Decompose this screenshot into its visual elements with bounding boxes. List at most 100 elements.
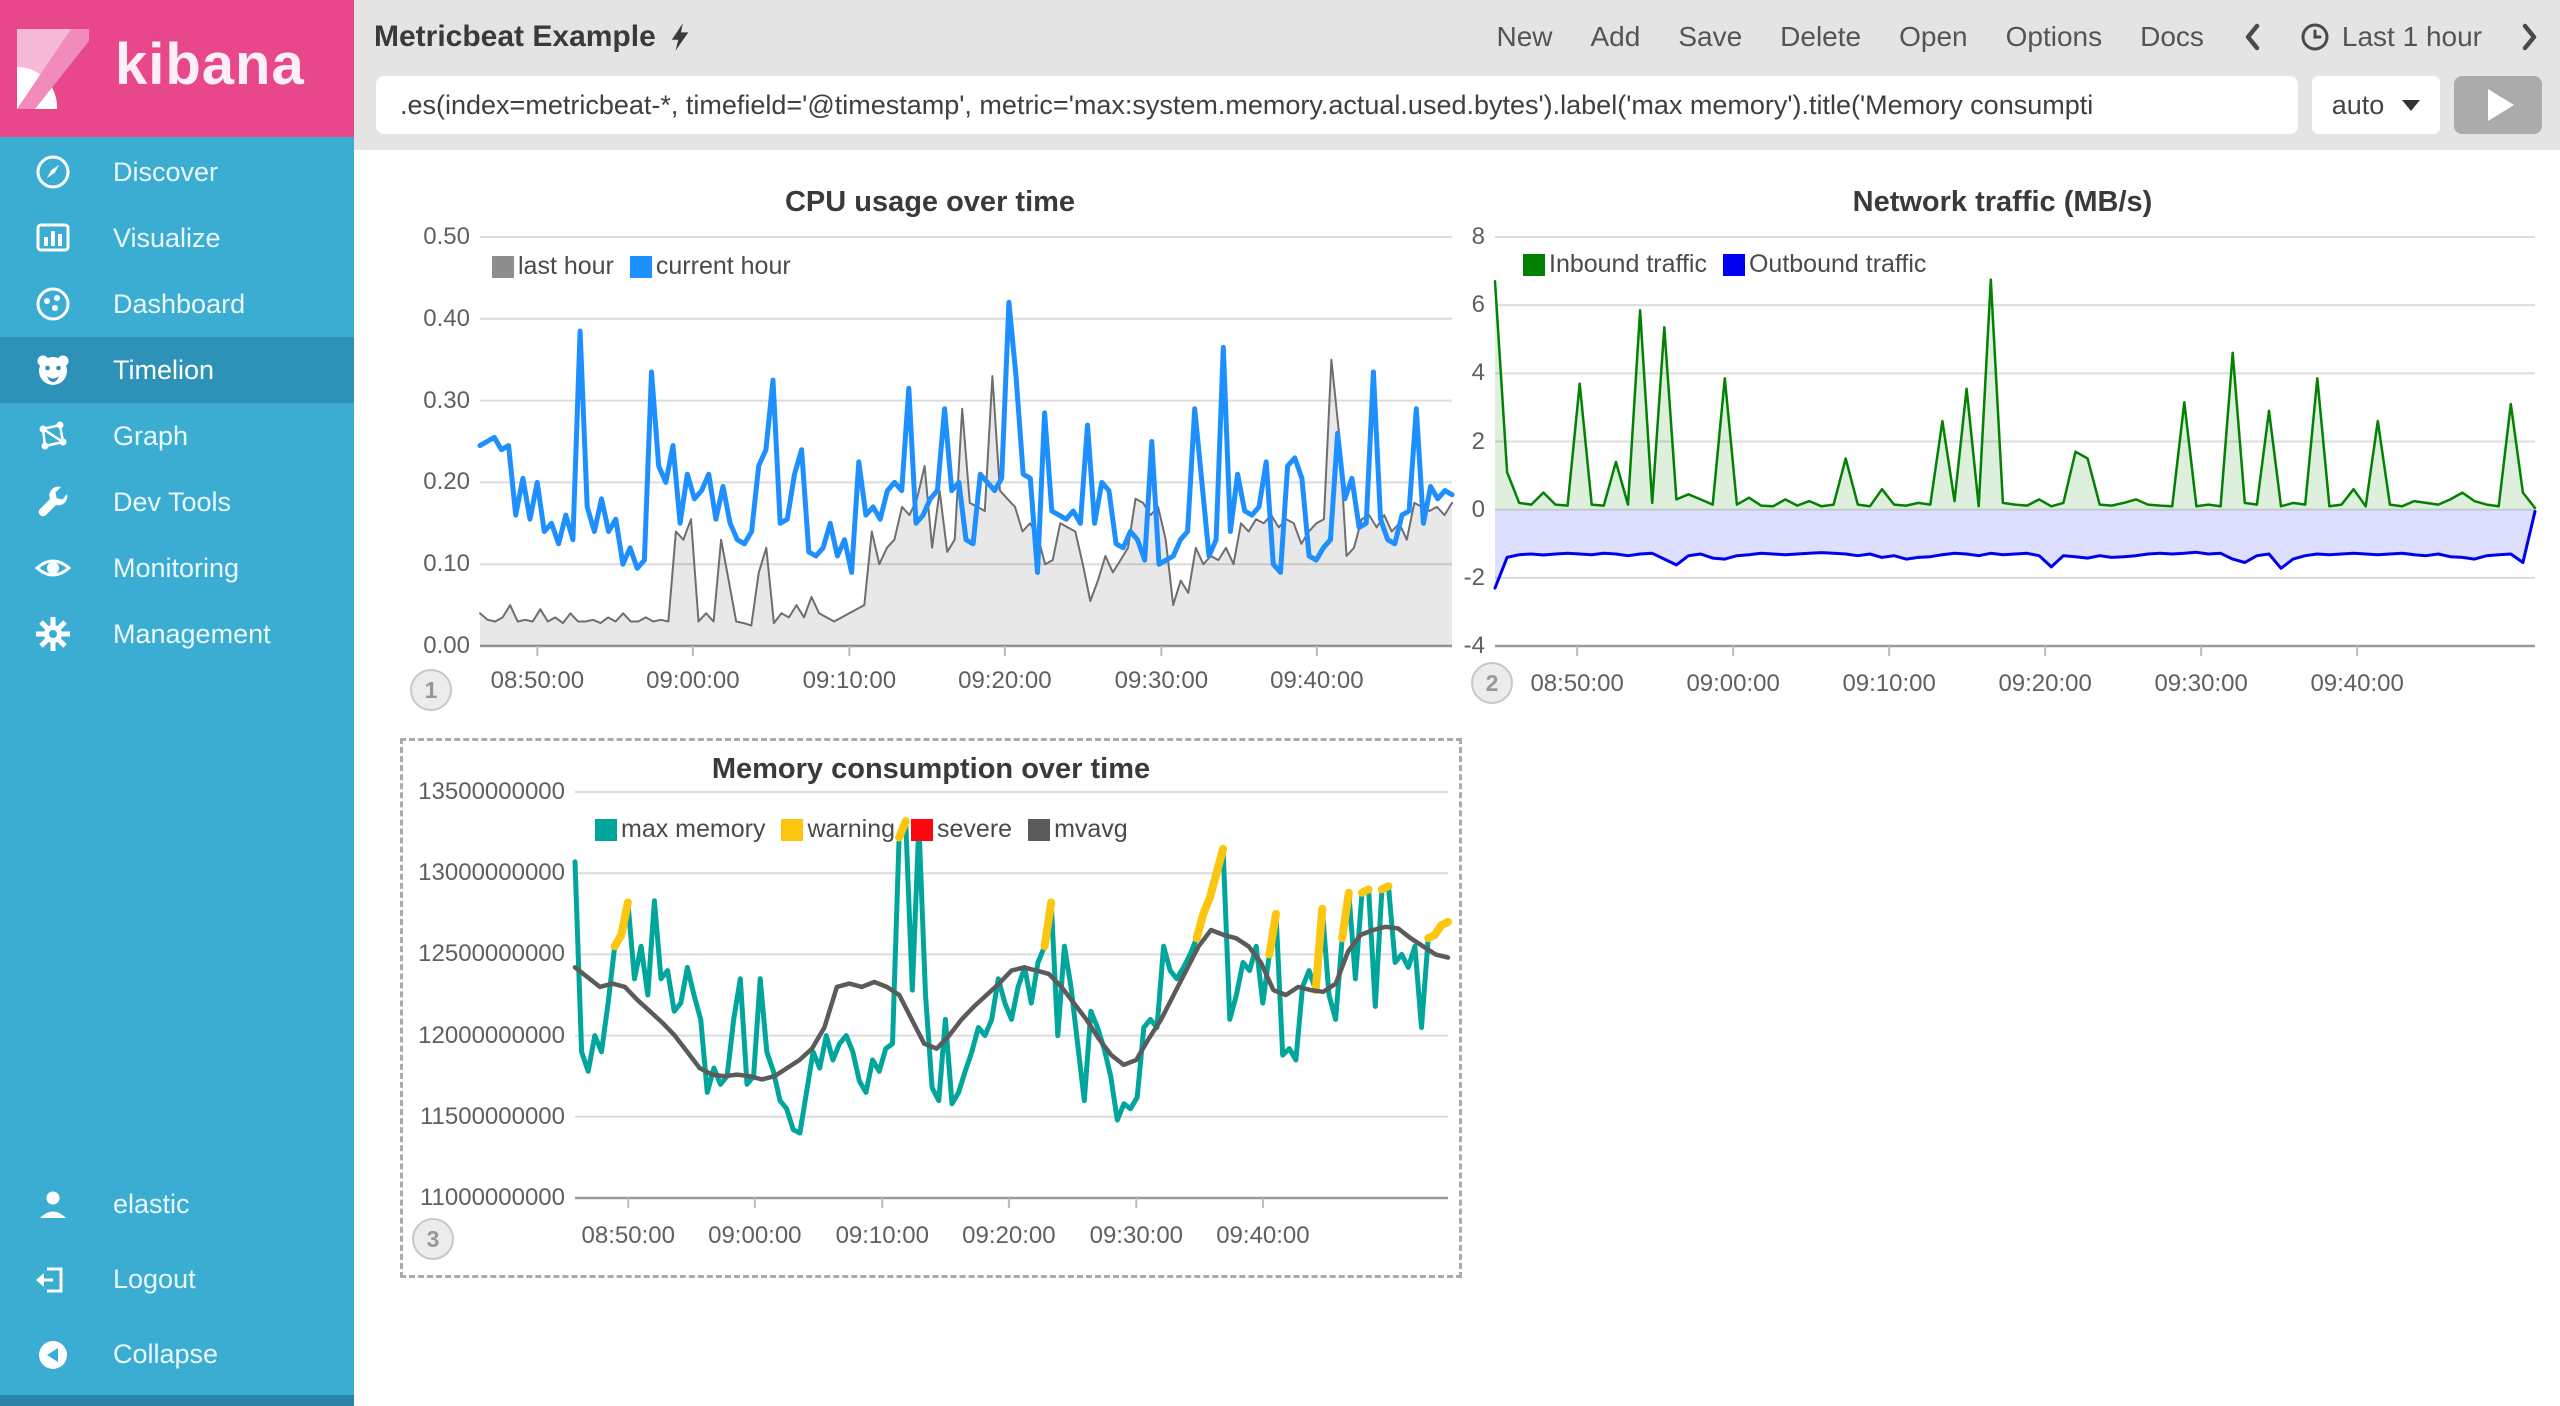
- compass-icon: [36, 155, 70, 189]
- y-tick-label: 0.10: [423, 550, 470, 578]
- y-tick-label: -2: [1463, 563, 1485, 591]
- legend-item: Outbound traffic: [1722, 250, 1927, 279]
- title-row: Metricbeat Example New Add Save Delete O…: [354, 0, 2560, 68]
- x-tick-label: 09:00:00: [1686, 670, 1780, 697]
- chart-title: Memory consumption over time: [711, 753, 1151, 785]
- sidebar-item-graph[interactable]: Graph: [0, 403, 354, 469]
- new-button[interactable]: New: [1496, 21, 1553, 52]
- kibana-logo-icon: [17, 28, 89, 109]
- sidebar-item-dashboard[interactable]: Dashboard: [0, 271, 354, 337]
- gear-icon: [36, 617, 70, 651]
- user-icon: [40, 1191, 66, 1218]
- x-tick-label: 09:10:00: [802, 667, 897, 694]
- x-tick-label: 09:00:00: [708, 1222, 802, 1249]
- y-tick-label: 0: [1471, 495, 1485, 523]
- legend-label: mvavg: [1054, 815, 1128, 843]
- docs-button[interactable]: Docs: [2140, 21, 2204, 52]
- wrench-icon: [38, 486, 68, 517]
- sidebar-item-label: Timelion: [113, 354, 215, 385]
- delete-button[interactable]: Delete: [1780, 21, 1862, 52]
- legend-item: last hour: [492, 252, 614, 281]
- timelion-query-input[interactable]: [376, 76, 2298, 134]
- clock-icon: [2301, 23, 2329, 51]
- x-tick-label: 09:20:00: [962, 1222, 1056, 1249]
- time-picker-button[interactable]: Last 1 hour: [2300, 21, 2482, 53]
- kibana-logo-text: kibana: [115, 31, 305, 97]
- sidebar-item-label: Dev Tools: [113, 486, 232, 517]
- x-tick-label: 09:40:00: [2310, 670, 2404, 697]
- legend-item: max memory: [595, 815, 765, 844]
- sidebar-item-label: Management: [113, 618, 271, 649]
- run-button[interactable]: [2454, 76, 2542, 134]
- legend-item: current hour: [629, 252, 791, 281]
- legend-swatch: [595, 818, 617, 841]
- y-tick-label: -4: [1463, 632, 1485, 659]
- y-tick-label: 0.20: [423, 468, 470, 496]
- add-button[interactable]: Add: [1590, 21, 1641, 52]
- chart-badge: 2: [1471, 662, 1513, 704]
- legend-swatch: [781, 818, 804, 841]
- page-title: Metricbeat Example: [374, 20, 692, 54]
- sidebar-item-visualize[interactable]: Visualize: [0, 205, 354, 271]
- legend-label: Outbound traffic: [1748, 250, 1927, 278]
- sidebar-item-label: Graph: [113, 420, 189, 451]
- sidebar-item-label: Monitoring: [113, 552, 240, 583]
- sidebar-item-label: Logout: [113, 1264, 196, 1294]
- legend-label: warning: [807, 815, 896, 843]
- legend-swatch: [1028, 818, 1051, 841]
- sidebar-item-user[interactable]: elastic: [0, 1167, 354, 1242]
- interval-select[interactable]: auto: [2312, 76, 2440, 134]
- chart-badge: 1: [410, 669, 452, 711]
- bar-chart-icon: [36, 223, 70, 252]
- options-button[interactable]: Options: [2005, 21, 2103, 52]
- legend-item: mvavg: [1028, 815, 1128, 844]
- chevron-right-icon[interactable]: [2520, 22, 2540, 52]
- y-tick-label: 0.30: [423, 386, 470, 414]
- legend-swatch: [629, 255, 652, 278]
- sidebar-item-monitoring[interactable]: Monitoring: [0, 535, 354, 601]
- lightning-bolt-icon: [671, 23, 689, 51]
- x-tick-label: 09:20:00: [1998, 670, 2092, 697]
- x-tick-label: 09:30:00: [1089, 1222, 1184, 1249]
- chart-legend: max memory warning severe mvavg: [595, 815, 1128, 844]
- sidebar-item-collapse[interactable]: Collapse: [0, 1317, 354, 1392]
- eye-icon: [34, 559, 72, 577]
- kibana-logo[interactable]: kibana: [0, 0, 354, 137]
- x-tick-label: 09:30:00: [1114, 667, 1209, 694]
- x-tick-label: 09:40:00: [1216, 1222, 1310, 1249]
- x-tick-label: 09:10:00: [1842, 670, 1936, 697]
- sidebar-item-logout[interactable]: Logout: [0, 1242, 354, 1317]
- memory-consumption-chart[interactable]: Memory consumption over time 3 135000000…: [400, 738, 1462, 1278]
- legend-label: Inbound traffic: [1549, 250, 1707, 278]
- sidebar-nav: Discover Visualize Dashboard: [0, 139, 354, 667]
- play-icon: [2488, 89, 2514, 121]
- y-tick-label: 8: [1471, 223, 1485, 250]
- timelion-sheet: CPU usage over time 1 0.50 0.40 0.30 0.20 0.…: [354, 150, 2560, 1406]
- cpu-usage-chart[interactable]: CPU usage over time 1 0.50 0.40 0.30 0.20 0.…: [390, 180, 1470, 720]
- chart-badge: 3: [412, 1218, 454, 1260]
- timelion-bear-icon: [37, 355, 69, 385]
- x-tick-label: 09:30:00: [2154, 670, 2248, 697]
- chevron-left-icon[interactable]: [2242, 22, 2262, 52]
- y-tick-label: 2: [1471, 427, 1485, 455]
- legend-label: max memory: [621, 815, 766, 843]
- x-tick-label: 09:40:00: [1270, 667, 1364, 694]
- sidebar-item-discover[interactable]: Discover: [0, 139, 354, 205]
- legend-item: Inbound traffic: [1523, 250, 1707, 279]
- sidebar-item-management[interactable]: Management: [0, 601, 354, 667]
- logout-icon: [36, 1267, 63, 1292]
- y-tick-label: 11500000000: [419, 1102, 565, 1130]
- toolbar: Metricbeat Example New Add Save Delete O…: [354, 0, 2560, 150]
- save-button[interactable]: Save: [1678, 21, 1743, 52]
- sidebar-item-timelion[interactable]: Timelion: [0, 337, 354, 403]
- y-tick-label: 4: [1471, 359, 1485, 387]
- plot-canvas: [1493, 236, 2537, 656]
- x-tick-label: 09:20:00: [958, 667, 1052, 694]
- sidebar-bottom: elastic Logout Collapse: [0, 1167, 354, 1392]
- open-button[interactable]: Open: [1899, 21, 1968, 52]
- sidebar-item-dev-tools[interactable]: Dev Tools: [0, 469, 354, 535]
- sidebar-item-label: Dashboard: [113, 288, 246, 319]
- network-traffic-chart[interactable]: Network traffic (MB/s) 2 8 6 4 2 0 -2 -4 08:50:…: [1460, 180, 2545, 720]
- x-tick-label: 08:50:00: [490, 667, 585, 694]
